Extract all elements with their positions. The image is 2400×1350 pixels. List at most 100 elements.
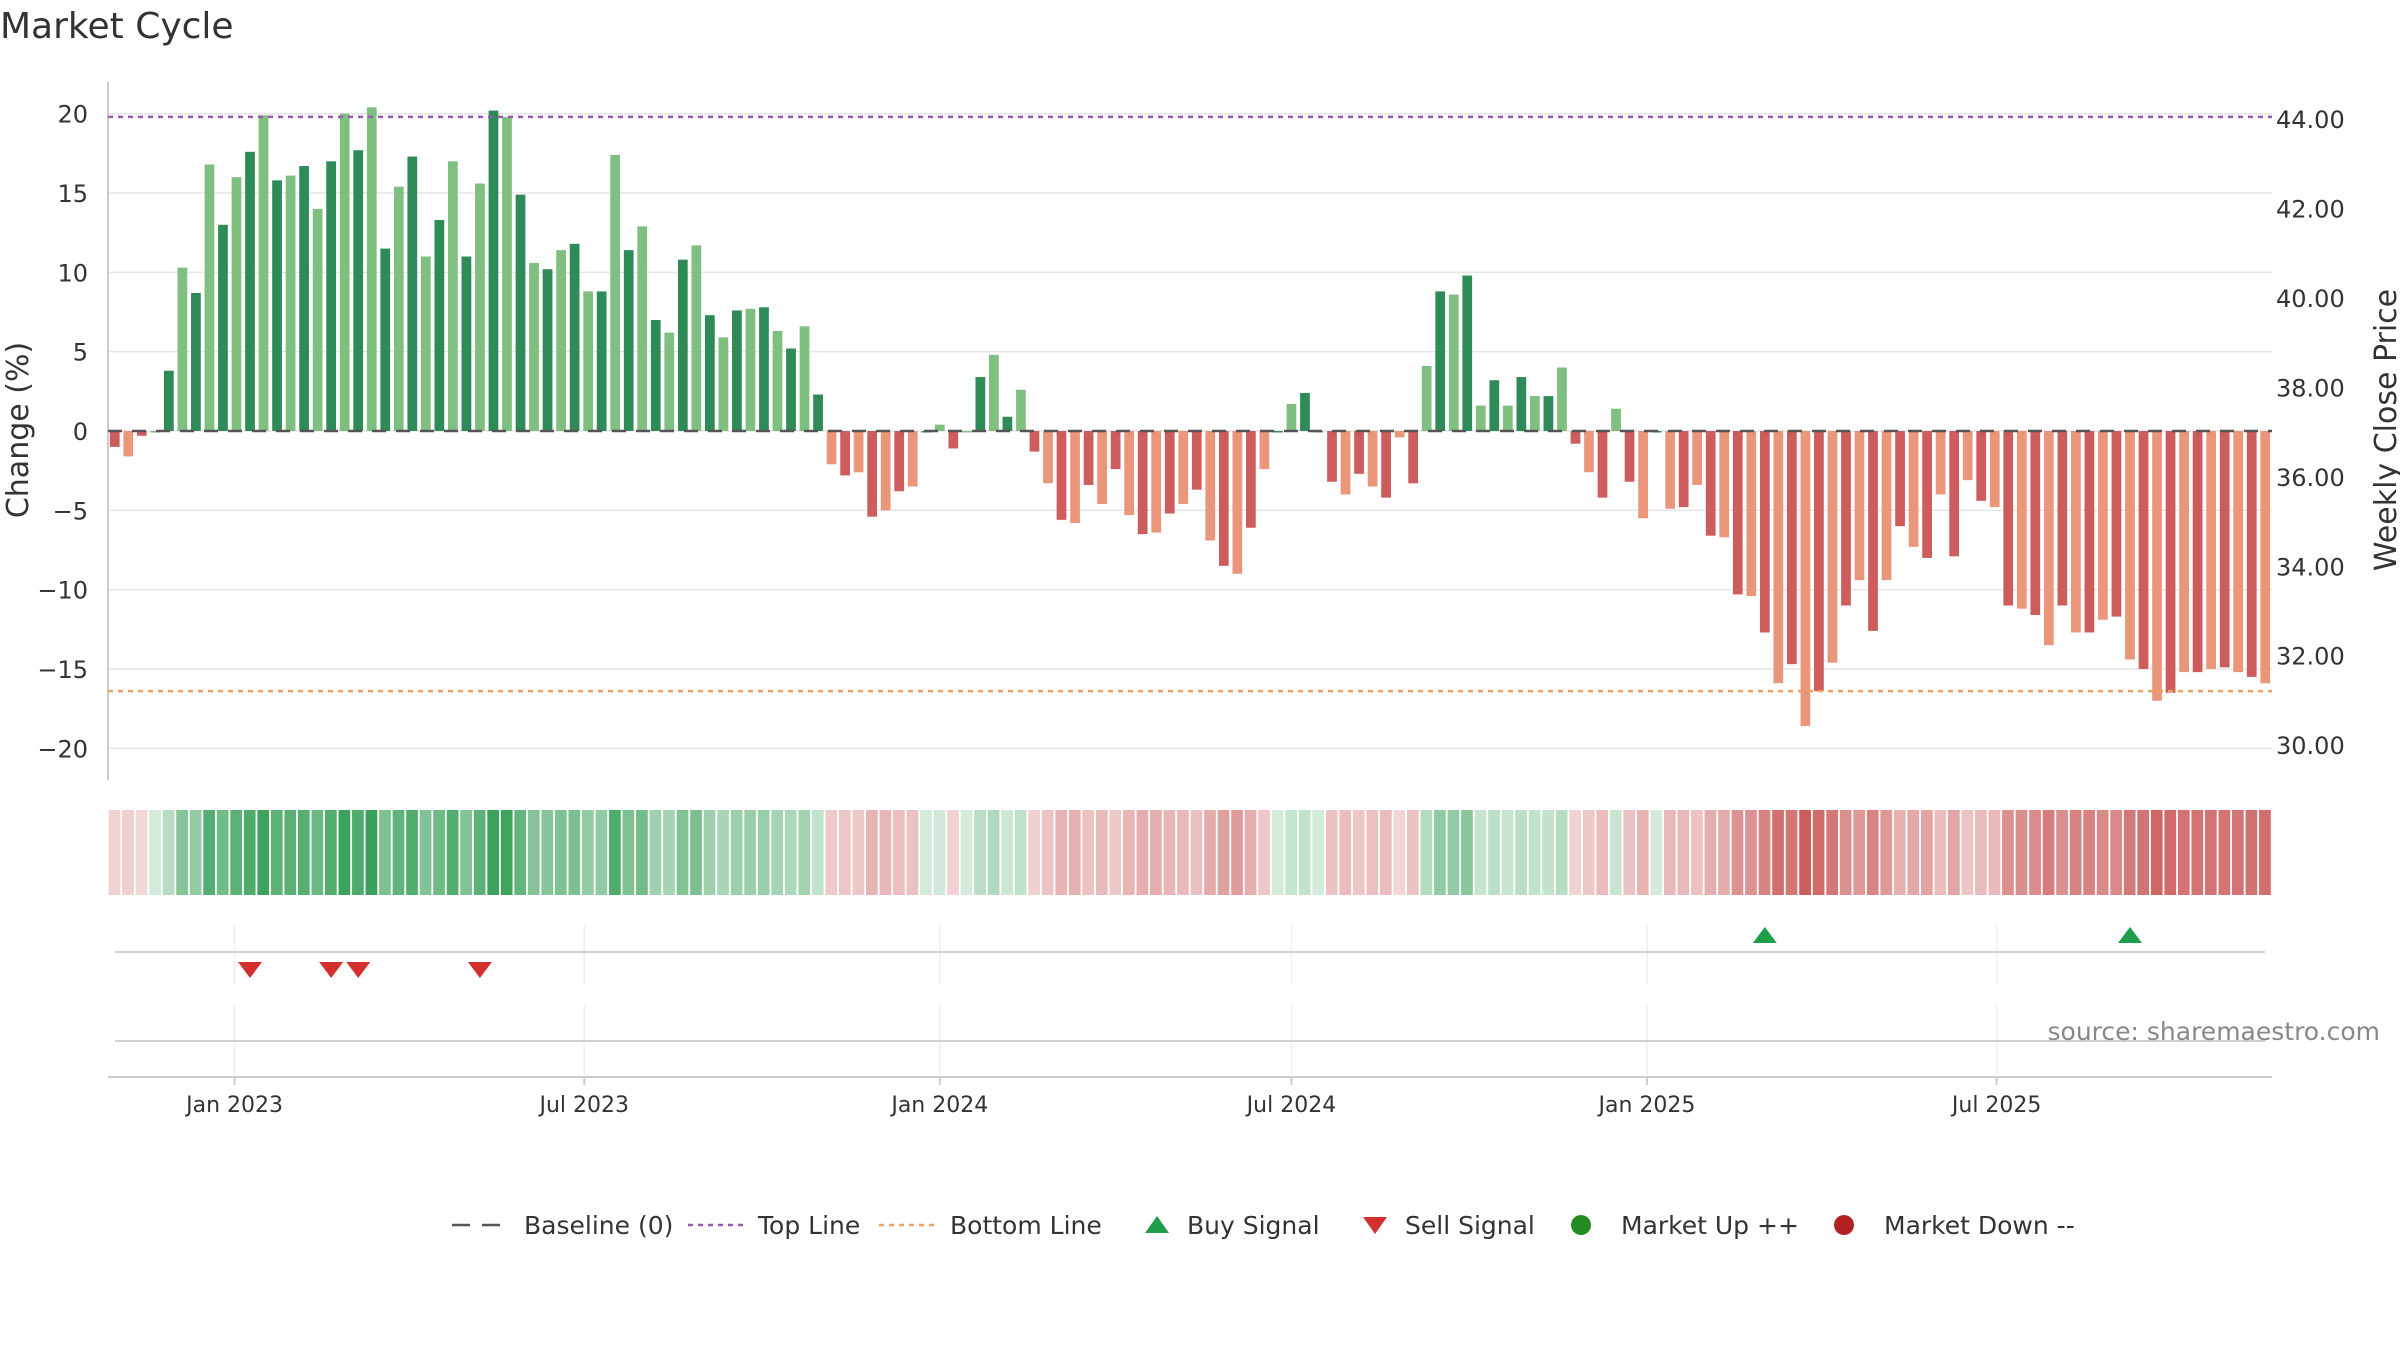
- heat-cell: [1014, 810, 1027, 895]
- heat-cell: [1285, 810, 1297, 895]
- heat-cell: [527, 810, 540, 895]
- bar: [569, 243, 580, 431]
- bar: [1475, 405, 1486, 431]
- heat-cell: [1474, 810, 1487, 895]
- bar: [1273, 431, 1283, 433]
- bar: [1638, 431, 1648, 519]
- bar: [1367, 431, 1378, 487]
- bar: [1908, 431, 1919, 547]
- bar: [1800, 431, 1811, 727]
- legend-market-up-swatch: [1571, 1215, 1591, 1235]
- sell-signal-marker: [346, 962, 371, 978]
- heat-cell: [1244, 810, 1257, 895]
- x-tick-label: Jul 2024: [1245, 1093, 1337, 1118]
- heat-cell: [1163, 810, 1176, 895]
- legend-market-down-swatch: [1834, 1215, 1854, 1235]
- bar: [2192, 431, 2203, 673]
- heat-cell: [1420, 810, 1433, 895]
- heat-cell: [730, 810, 743, 895]
- bar: [1597, 431, 1608, 498]
- heat-cell: [825, 810, 838, 895]
- bar: [1962, 431, 1973, 481]
- bar: [1448, 294, 1459, 431]
- heat-cell: [798, 810, 811, 895]
- bar: [1949, 431, 1960, 557]
- y-tick-label: 10: [57, 259, 88, 287]
- heat-cell: [311, 810, 324, 895]
- bar: [407, 156, 418, 432]
- bar: [393, 186, 404, 431]
- bar: [475, 183, 485, 431]
- bar: [2003, 431, 2014, 606]
- bar: [1543, 396, 1554, 431]
- y2-tick-label: 40.00: [2276, 285, 2345, 313]
- heat-cell: [649, 810, 662, 895]
- heat-cell: [473, 810, 486, 895]
- heat-cell: [771, 810, 784, 895]
- bar: [610, 154, 621, 432]
- bar: [258, 115, 269, 432]
- heat-cell: [2056, 810, 2068, 895]
- heat-cell: [2110, 810, 2123, 895]
- bar: [1408, 431, 1419, 484]
- bar: [1570, 431, 1581, 444]
- bar: [623, 250, 634, 431]
- heat-cell: [1988, 810, 2001, 895]
- heat-cell: [1393, 810, 1406, 895]
- bar: [1394, 431, 1405, 438]
- sell-signal-marker: [238, 962, 263, 978]
- heat-cell: [1190, 810, 1203, 895]
- heat-cell: [2204, 810, 2217, 895]
- bar: [840, 431, 850, 476]
- heat-cell: [392, 810, 405, 895]
- bar: [1786, 431, 1797, 665]
- heat-cell: [1434, 810, 1446, 895]
- heat-cell: [1515, 810, 1527, 895]
- bar: [2043, 431, 2054, 646]
- bar: [2071, 431, 2081, 633]
- heat-cell: [1650, 810, 1663, 895]
- legend-label-top: Top Line: [757, 1211, 860, 1240]
- heat-cell: [1150, 810, 1162, 895]
- heat-cell: [500, 810, 513, 895]
- bar: [1137, 431, 1148, 535]
- bar: [1773, 431, 1784, 684]
- heat-cell: [663, 810, 675, 895]
- heat-cell: [297, 810, 310, 895]
- buy-signal-marker: [2117, 927, 2142, 943]
- heat-cell: [1528, 810, 1541, 895]
- bar: [1300, 392, 1310, 431]
- heat-cell: [433, 810, 445, 895]
- source-note: source: sharemaestro.com: [2048, 1017, 2381, 1046]
- heat-cell: [2002, 810, 2014, 895]
- bar: [2233, 431, 2244, 673]
- bar: [2111, 431, 2122, 617]
- heat-cell: [1569, 810, 1582, 895]
- heat-cell: [987, 810, 1000, 895]
- bar: [1746, 431, 1757, 596]
- x-tick-label: Jan 2025: [1596, 1093, 1695, 1118]
- bar: [1530, 396, 1540, 431]
- heat-cell: [365, 810, 378, 895]
- heat-cell: [1258, 810, 1270, 895]
- heat-cell: [609, 810, 621, 895]
- bar: [2057, 431, 2068, 606]
- heat-cell: [2123, 810, 2136, 895]
- heat-cell: [419, 810, 432, 895]
- bar: [542, 269, 553, 431]
- bar: [1056, 431, 1067, 520]
- heat-cell: [1893, 810, 1906, 895]
- heat-cell: [703, 810, 716, 895]
- legend-buy-swatch: [1145, 1216, 1169, 1233]
- bar: [2206, 431, 2217, 669]
- heat-cell: [1934, 810, 1947, 895]
- bar: [1705, 431, 1716, 536]
- heat-cell: [1907, 810, 1920, 895]
- bar: [1502, 405, 1513, 431]
- bar: [1097, 431, 1107, 504]
- heat-cell: [1826, 810, 1838, 895]
- bar: [1124, 431, 1135, 516]
- bar: [515, 194, 526, 431]
- bar: [894, 431, 905, 492]
